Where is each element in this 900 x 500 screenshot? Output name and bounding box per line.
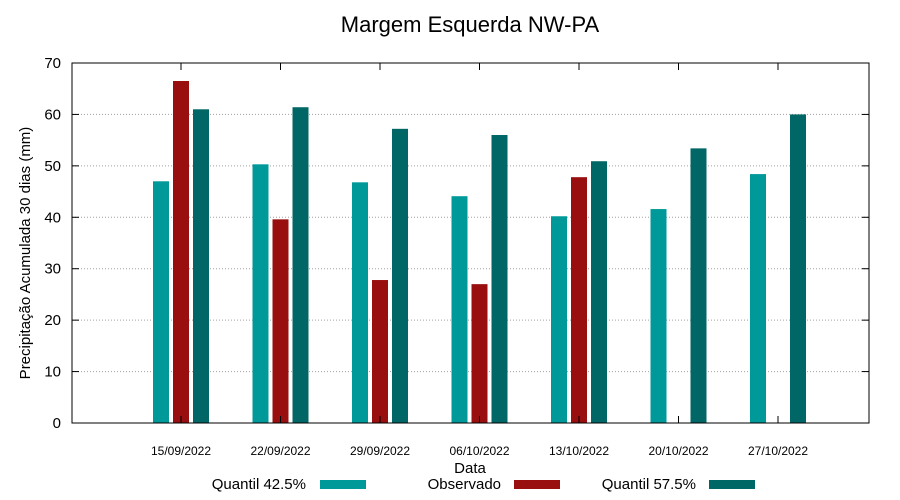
- y-tick-label: 20: [44, 312, 61, 329]
- bar-observado: [471, 284, 488, 423]
- x-tick-label: 15/09/2022: [151, 444, 211, 458]
- y-axis-ticks: 0 10 20 30 40 50 60 70: [44, 55, 869, 432]
- bar-quantil-57-5: [690, 148, 707, 423]
- bar-observado: [571, 177, 587, 423]
- y-axis-label: Precipitação Acumulada 30 dias (mm): [17, 127, 34, 380]
- plot-frame: [71, 62, 870, 424]
- y-tick-label: 70: [44, 55, 61, 72]
- x-tick-label: 13/10/2022: [549, 444, 609, 458]
- bar-quantil-57-5: [790, 114, 806, 423]
- gridlines: [72, 113, 869, 373]
- x-tick-label: 20/10/2022: [648, 444, 708, 458]
- legend-swatch: [709, 480, 755, 489]
- x-axis-label: Data: [454, 460, 486, 477]
- legend-swatch: [320, 480, 366, 489]
- x-tick-label: 22/09/2022: [250, 444, 310, 458]
- bar-quantil-42-5: [551, 216, 567, 423]
- bar-quantil-42-5: [252, 164, 269, 424]
- y-tick-label: 30: [44, 261, 61, 278]
- bars: [153, 81, 806, 424]
- legend-label: Observado: [428, 476, 501, 493]
- x-tick-label: 06/10/2022: [449, 444, 509, 458]
- y-tick-label: 50: [44, 158, 61, 175]
- bar-observado: [372, 280, 388, 423]
- bar-quantil-57-5: [591, 161, 607, 423]
- bar-quantil-42-5: [650, 209, 667, 423]
- bar-quantil-57-5: [193, 109, 209, 424]
- y-tick-label: 10: [44, 364, 61, 381]
- legend-label: Quantil 42.5%: [212, 476, 306, 493]
- y-tick-label: 0: [53, 415, 61, 432]
- bar-quantil-42-5: [153, 181, 169, 423]
- y-tick-label: 60: [44, 106, 61, 123]
- bar-observado: [272, 219, 289, 423]
- bar-quantil-42-5: [451, 196, 468, 423]
- x-tick-label: 27/10/2022: [748, 444, 808, 458]
- bar-quantil-57-5: [491, 135, 508, 423]
- legend: Quantil 42.5% Observado Quantil 57.5%: [212, 476, 755, 493]
- chart-title: Margem Esquerda NW-PA: [341, 12, 600, 37]
- legend-swatch: [514, 480, 560, 489]
- x-tick-label: 29/09/2022: [350, 444, 410, 458]
- bar-quantil-42-5: [750, 174, 766, 423]
- bar-quantil-57-5: [292, 107, 309, 423]
- bar-quantil-42-5: [352, 182, 368, 423]
- bar-quantil-57-5: [392, 128, 408, 424]
- bar-observado: [173, 81, 189, 423]
- legend-label: Quantil 57.5%: [602, 476, 696, 493]
- x-axis-ticks: 15/09/2022 22/09/2022 29/09/2022 06/10/2022…: [151, 63, 808, 458]
- y-tick-label: 40: [44, 209, 61, 226]
